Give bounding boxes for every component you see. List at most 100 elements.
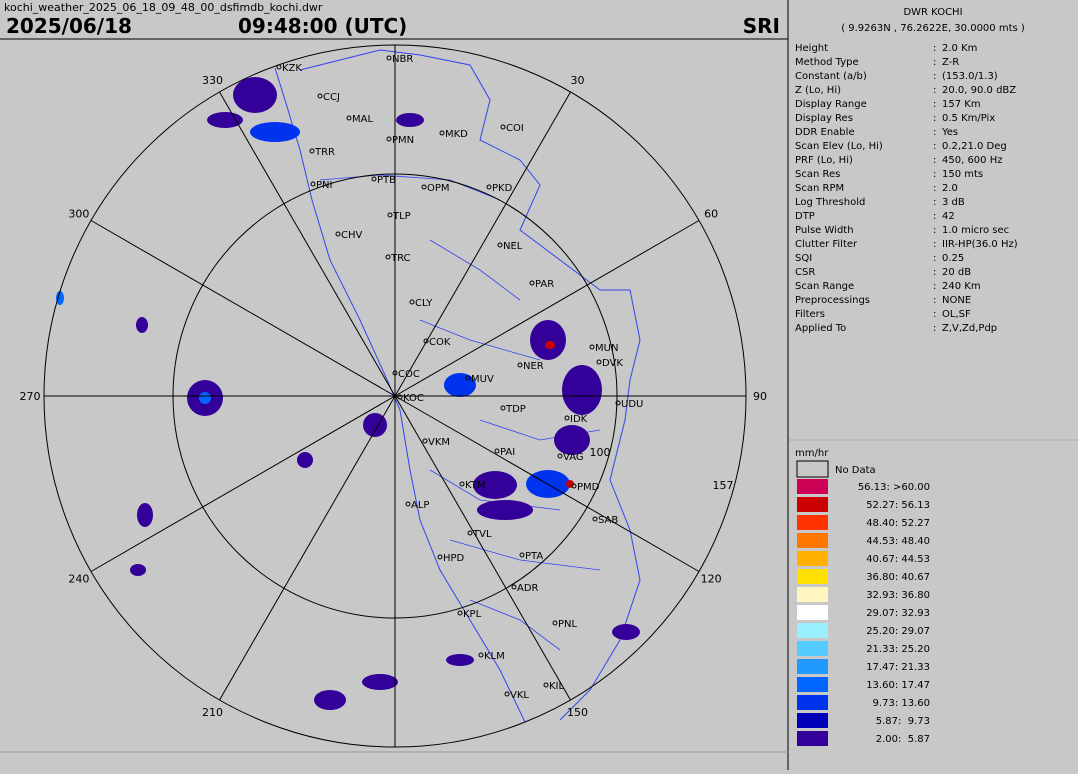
city-label: MKD [445,129,468,140]
param-separator: : [933,183,936,194]
map: 30 60 90 120 150 210 240 270 300 330 100 157 NBR KZK C… [20,44,767,748]
radial-line [394,395,571,701]
city-label: COK [429,337,451,348]
echo [314,690,346,710]
city-marker [409,299,415,305]
city-label: VAG [563,452,584,463]
echo [612,624,640,640]
param-separator: : [933,169,936,180]
param-separator: : [933,71,936,82]
city-marker [500,124,506,130]
city-marker [392,370,398,376]
city-marker [478,652,484,658]
legend-label: 21.33: 25.20 [866,644,930,655]
state-boundary [299,49,641,721]
city-marker [422,438,428,444]
city-marker [564,415,570,421]
echo [137,503,153,527]
city-marker [387,212,393,218]
echo [207,112,243,128]
city-label: KOC [403,393,424,404]
city-marker [596,359,602,365]
param-separator: : [933,239,936,250]
legend-swatch [797,551,828,566]
city-label: TLP [392,211,411,222]
legend-label: 32.93: 36.80 [866,590,930,601]
echo [136,317,148,333]
param-name: Height [795,43,828,54]
echo [530,320,566,360]
city-marker [465,375,471,381]
echo [233,77,277,113]
echo [562,365,602,415]
city-marker [317,93,323,99]
param-name: Constant (a/b) [795,71,867,82]
echo [297,452,313,468]
city-label: PAI [500,447,515,458]
city-marker [504,691,510,697]
param-name: Scan RPM [795,183,844,194]
legend-swatch [797,641,828,656]
city-marker [459,481,465,487]
bearing-label: 150 [567,706,588,719]
city-label: ALP [411,500,429,511]
radial-line [219,91,396,397]
city-label: DVK [602,358,623,369]
param-name: SQI [795,253,812,264]
no-data-swatch [796,460,829,478]
param-value: 3 dB [942,197,965,208]
city-marker [371,176,377,182]
city-label: SAB [598,515,618,526]
legend-label: 2.00: 5.87 [876,734,930,745]
product: SRI [743,14,780,38]
city-label: KLM [484,651,505,662]
radial-line [394,91,571,397]
legend-swatch [797,677,828,692]
station-name: DWR KOCHI [903,7,962,18]
param-value: 2.0 Km [942,43,977,54]
city-marker [309,148,315,154]
param-name: Clutter Filter [795,239,858,250]
city-label: CCJ [323,92,340,103]
legend-unit: mm/hr [795,448,829,459]
param-value: NONE [942,295,971,306]
legend-swatch [797,623,828,638]
param-separator: : [933,43,936,54]
city-marker [529,280,535,286]
city-marker [439,130,445,136]
city-marker [397,394,403,400]
echo [363,413,387,437]
date: 2025/06/18 [6,14,132,38]
param-separator: : [933,113,936,124]
param-name: Scan Elev (Lo, Hi) [795,141,883,152]
param-separator: : [933,323,936,334]
filename: kochi_weather_2025_06_18_09_48_00_dsfimd… [4,1,323,14]
city-label: CLY [415,298,433,309]
param-name: Applied To [795,323,846,334]
echo [56,291,64,305]
bearing-label: 60 [704,208,718,221]
legend-label: 5.87: 9.73 [876,716,930,727]
param-value: 20 dB [942,267,971,278]
city-label: TRC [390,253,411,264]
param-name: DDR Enable [795,127,855,138]
param-value: 0.25 [942,253,964,264]
param-separator: : [933,309,936,320]
city-marker [592,516,598,522]
param-separator: : [933,295,936,306]
param-value: 0.2,21.0 Deg [942,141,1007,152]
echo [473,471,517,499]
bearing-label: 330 [202,74,223,87]
city-marker [335,231,341,237]
city-marker [346,115,352,121]
bearing-label: 270 [20,390,41,403]
city-label: KIL [549,681,565,692]
legend-label: 56.13: >60.00 [858,482,930,493]
echo [362,674,398,690]
city-marker [519,552,525,558]
param-value: 20.0, 90.0 dBZ [942,85,1016,96]
param-value: 450, 600 Hz [942,155,1002,166]
city-marker [500,405,506,411]
